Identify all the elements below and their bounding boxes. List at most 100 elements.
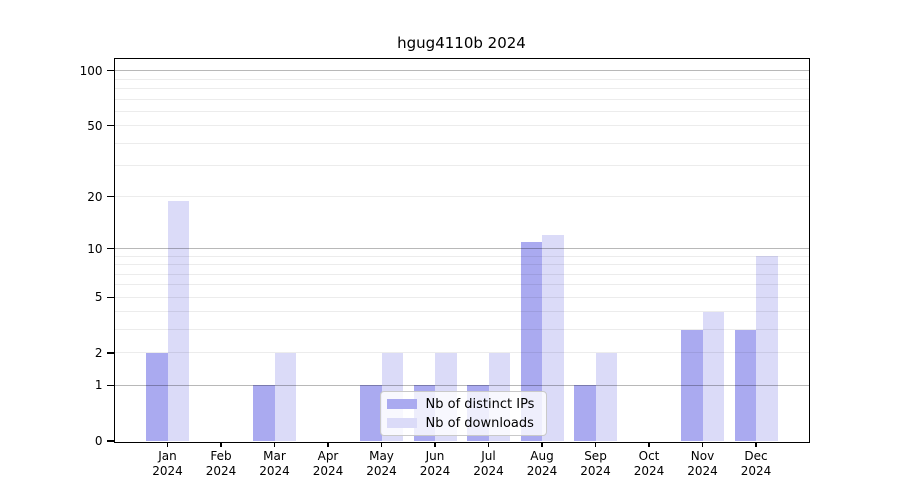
bar-jan-distinct-ips	[146, 352, 168, 441]
legend-swatch-distinct-ips	[386, 399, 417, 409]
x-tick	[755, 442, 757, 447]
plot-area: Nb of distinct IPs Nb of downloads 0 1 2 5 1…	[80, 58, 810, 478]
x-tick	[648, 442, 650, 447]
x-tick-label-aug: Aug 2024	[510, 449, 574, 479]
y-tick-label: 2	[94, 345, 103, 360]
x-label-year: 2024	[152, 464, 183, 478]
legend: Nb of distinct IPs Nb of downloads	[379, 391, 547, 436]
x-tick-label-feb: Feb 2024	[189, 449, 253, 479]
gridline-minor	[114, 87, 809, 89]
x-label-month: Feb	[210, 449, 232, 463]
x-label-month: Nov	[690, 449, 715, 463]
x-tick-label-jan: Jan 2024	[136, 449, 200, 479]
gridline-minor	[114, 352, 809, 354]
x-label-month: Sep	[584, 449, 607, 463]
gridline-minor	[114, 255, 809, 257]
y-tick	[106, 124, 114, 127]
x-tick	[166, 442, 169, 447]
bar-nov-distinct-ips	[681, 329, 703, 441]
legend-entry-distinct-ips: Nb of distinct IPs	[386, 396, 538, 412]
gridline-minor	[114, 264, 809, 266]
x-label-month: Jan	[158, 449, 177, 463]
y-tick-label: 50	[87, 118, 103, 133]
bar-aug-downloads	[542, 235, 564, 441]
legend-swatch-downloads	[386, 418, 417, 428]
x-label-year: 2024	[580, 464, 611, 478]
x-label-month: Jul	[481, 449, 496, 463]
gridline-minor	[114, 98, 809, 100]
x-tick	[594, 442, 597, 447]
x-label-month: Jun	[425, 449, 445, 463]
gridline-major	[114, 384, 809, 386]
x-label-year: 2024	[633, 464, 665, 478]
gridline-minor	[114, 125, 809, 127]
bar-mar-distinct-ips	[253, 385, 275, 441]
x-label-month: Apr	[317, 449, 339, 463]
y-tick-label: 10	[87, 241, 103, 256]
y-tick	[106, 352, 114, 354]
x-label-year: 2024	[419, 464, 451, 478]
x-tick	[541, 442, 543, 447]
x-tick	[327, 442, 329, 447]
x-label-year: 2024	[526, 464, 558, 478]
bar-mar-downloads	[274, 352, 296, 441]
x-tick-label-jul: Jul 2024	[457, 449, 521, 479]
bar-sep-downloads	[595, 352, 617, 441]
gridline-minor	[114, 165, 809, 167]
gridline-major	[114, 248, 809, 250]
bar-sep-distinct-ips	[574, 385, 596, 441]
y-tick	[106, 440, 114, 442]
bar-dec-downloads	[756, 256, 778, 441]
y-tick-label: 1	[94, 378, 103, 393]
x-label-year: 2024	[687, 464, 718, 478]
y-tick	[106, 296, 114, 298]
x-label-year: 2024	[205, 464, 237, 478]
gridline-minor	[114, 142, 809, 144]
x-tick	[701, 442, 704, 447]
x-tick	[220, 442, 222, 447]
bar-nov-downloads	[702, 311, 724, 441]
x-tick-label-may: May 2024	[350, 449, 414, 479]
x-label-year: 2024	[473, 464, 504, 478]
y-tick-label: 5	[94, 290, 103, 305]
x-label-month: Dec	[744, 449, 768, 463]
bar-jan-downloads	[167, 200, 189, 441]
y-tick-label: 20	[87, 189, 103, 204]
x-tick	[273, 442, 276, 447]
y-tick	[106, 384, 114, 387]
legend-label-distinct-ips: Nb of distinct IPs	[425, 396, 535, 412]
x-tick-label-mar: Mar 2024	[243, 449, 307, 479]
gridline-minor	[114, 311, 809, 313]
gridline-minor	[114, 284, 809, 286]
x-label-year: 2024	[740, 464, 772, 478]
x-label-year: 2024	[259, 464, 290, 478]
x-label-year: 2024	[366, 464, 397, 478]
gridline-minor	[114, 110, 809, 112]
x-label-month: Oct	[638, 449, 660, 463]
x-label-month: Mar	[263, 449, 286, 463]
x-tick-label-oct: Oct 2024	[617, 449, 681, 479]
gridline-minor	[114, 296, 809, 298]
x-tick-label-dec: Dec 2024	[724, 449, 788, 479]
x-tick	[434, 442, 436, 447]
gridline-minor	[114, 329, 809, 331]
x-tick-label-sep: Sep 2024	[564, 449, 628, 479]
gridline-minor	[114, 273, 809, 275]
y-tick	[106, 196, 114, 198]
x-label-month: May	[369, 449, 394, 463]
x-tick-label-apr: Apr 2024	[296, 449, 360, 479]
y-tick-label: 0	[94, 434, 103, 448]
y-tick	[106, 247, 114, 250]
y-tick-label: 100	[79, 63, 103, 78]
x-tick	[487, 442, 490, 447]
y-tick	[106, 70, 114, 72]
x-tick	[380, 442, 383, 447]
x-label-month: Aug	[530, 449, 554, 463]
legend-label-downloads: Nb of downloads	[425, 415, 534, 431]
gridline-major	[114, 70, 809, 72]
x-tick-label-jun: Jun 2024	[403, 449, 467, 479]
chart-title: hgug4110b 2024	[397, 34, 526, 52]
bar-may-distinct-ips	[360, 385, 382, 441]
x-tick-label-nov: Nov 2024	[671, 449, 735, 479]
